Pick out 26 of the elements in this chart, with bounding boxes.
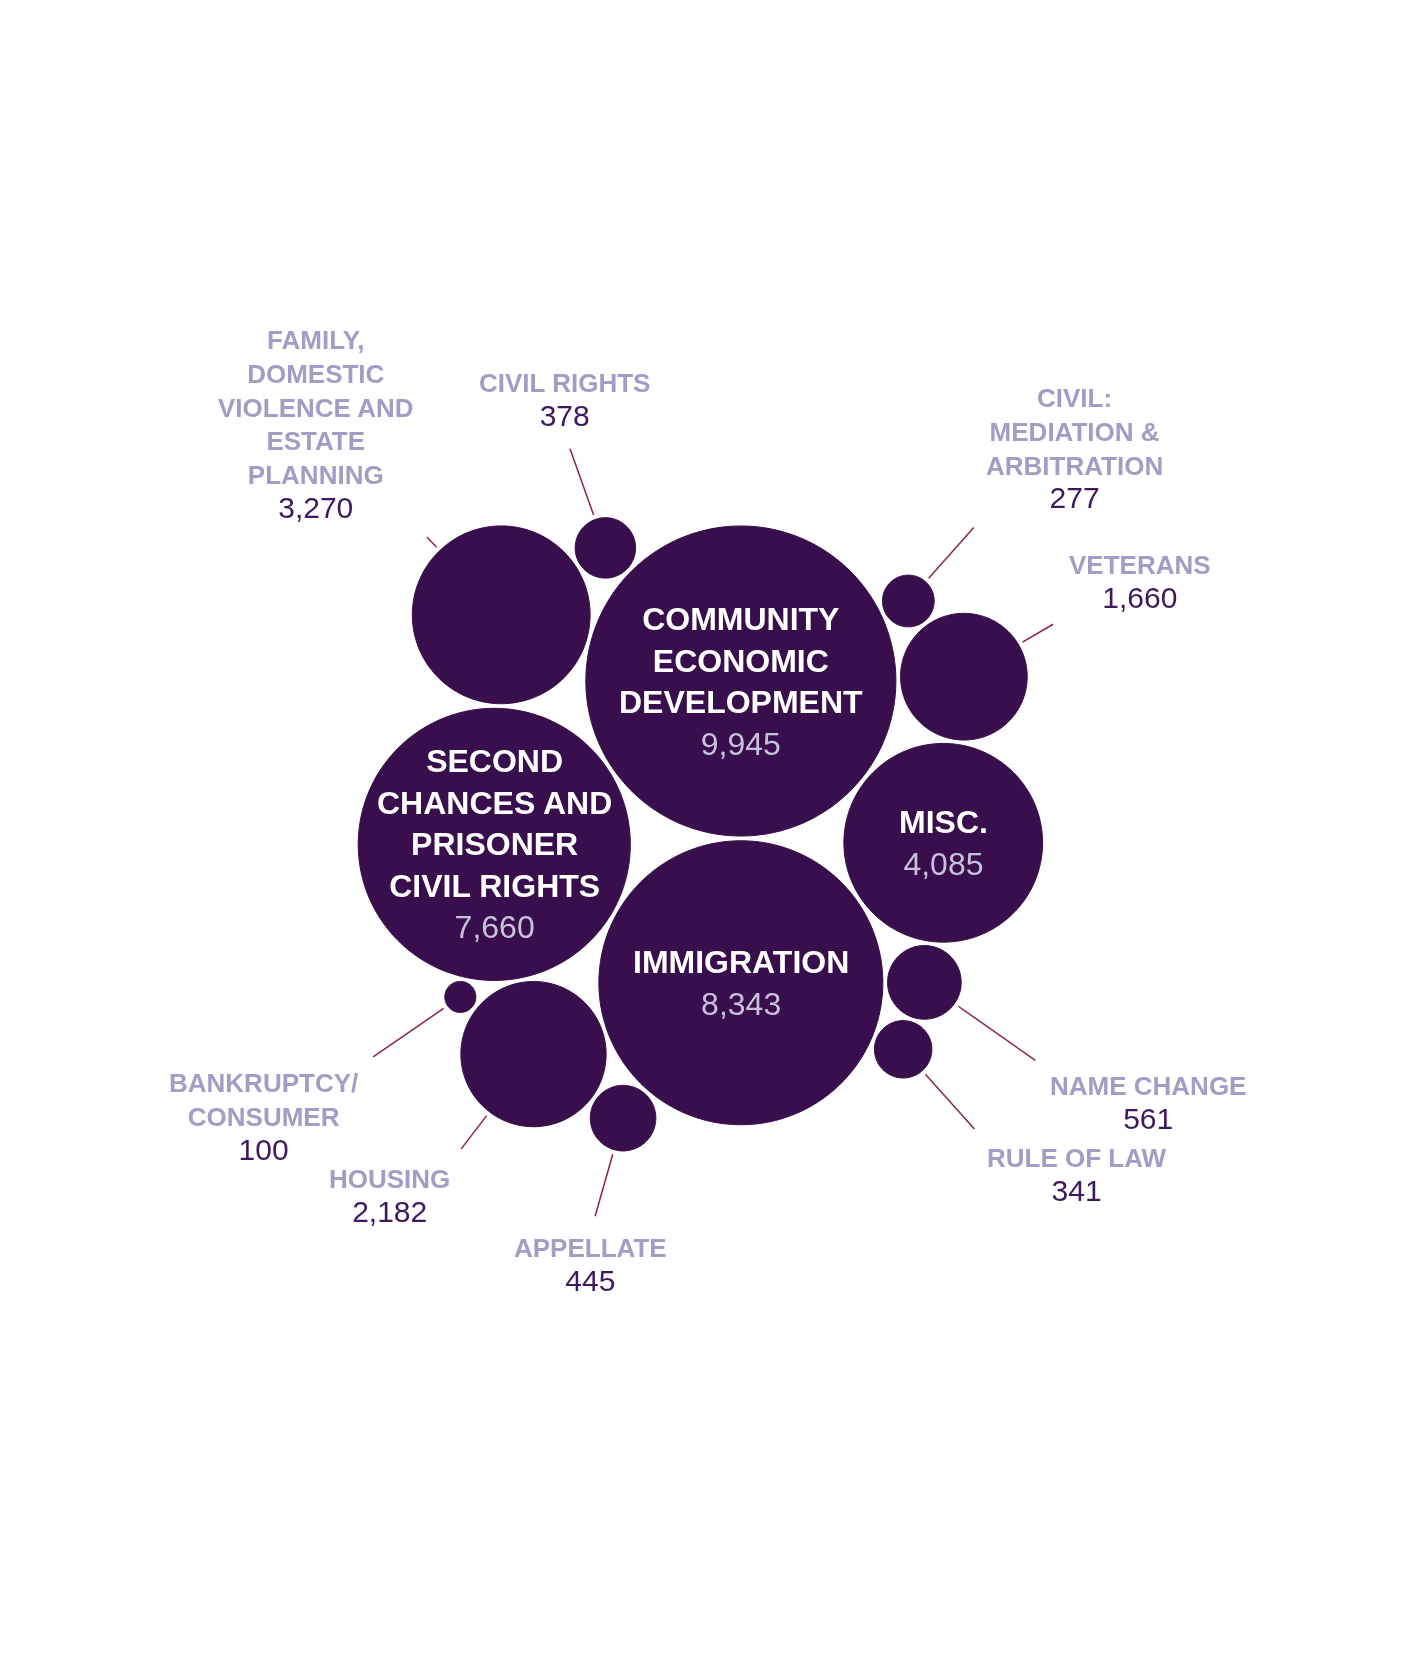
category-label: VETERANS: [1069, 550, 1211, 580]
data-label: 561: [1123, 1101, 1174, 1135]
category-label: CIVIL RIGHTS: [479, 368, 651, 398]
category-label: BANKRUPTCY/ CONSUMER: [169, 1068, 359, 1132]
category-label: FAMILY, DOMESTIC VIOLENCE AND ESTATE PLANNING: [218, 325, 414, 491]
data-label: 445: [565, 1263, 616, 1297]
category-label: MISC.: [899, 804, 988, 840]
data-label: 378: [539, 398, 590, 432]
category-label: APPELLATE: [514, 1233, 667, 1263]
data-label: 277: [1049, 481, 1100, 515]
category-label: SECOND CHANCES AND PRISONER CIVIL RIGHTS: [377, 743, 613, 904]
data-label: 7,660: [454, 909, 535, 946]
data-label: 4,085: [903, 845, 984, 882]
data-label: 8,343: [701, 985, 782, 1022]
category-label: NAME CHANGE: [1050, 1071, 1247, 1101]
data-label: 100: [238, 1132, 289, 1166]
category-label: HOUSING: [329, 1164, 451, 1194]
category-label: CIVIL: MEDIATION & ARBITRATION: [986, 383, 1164, 481]
category-label: COMMUNITY ECONOMIC DEVELOPMENT: [619, 601, 864, 721]
category-label: IMMIGRATION: [633, 944, 850, 980]
data-label: 2,182: [352, 1194, 428, 1228]
data-label: 3,270: [278, 491, 354, 524]
data-label: 341: [1051, 1173, 1102, 1207]
category-label: RULE OF LAW: [987, 1143, 1167, 1173]
data-label: 9,945: [700, 725, 781, 762]
data-label: 1,660: [1102, 580, 1178, 614]
